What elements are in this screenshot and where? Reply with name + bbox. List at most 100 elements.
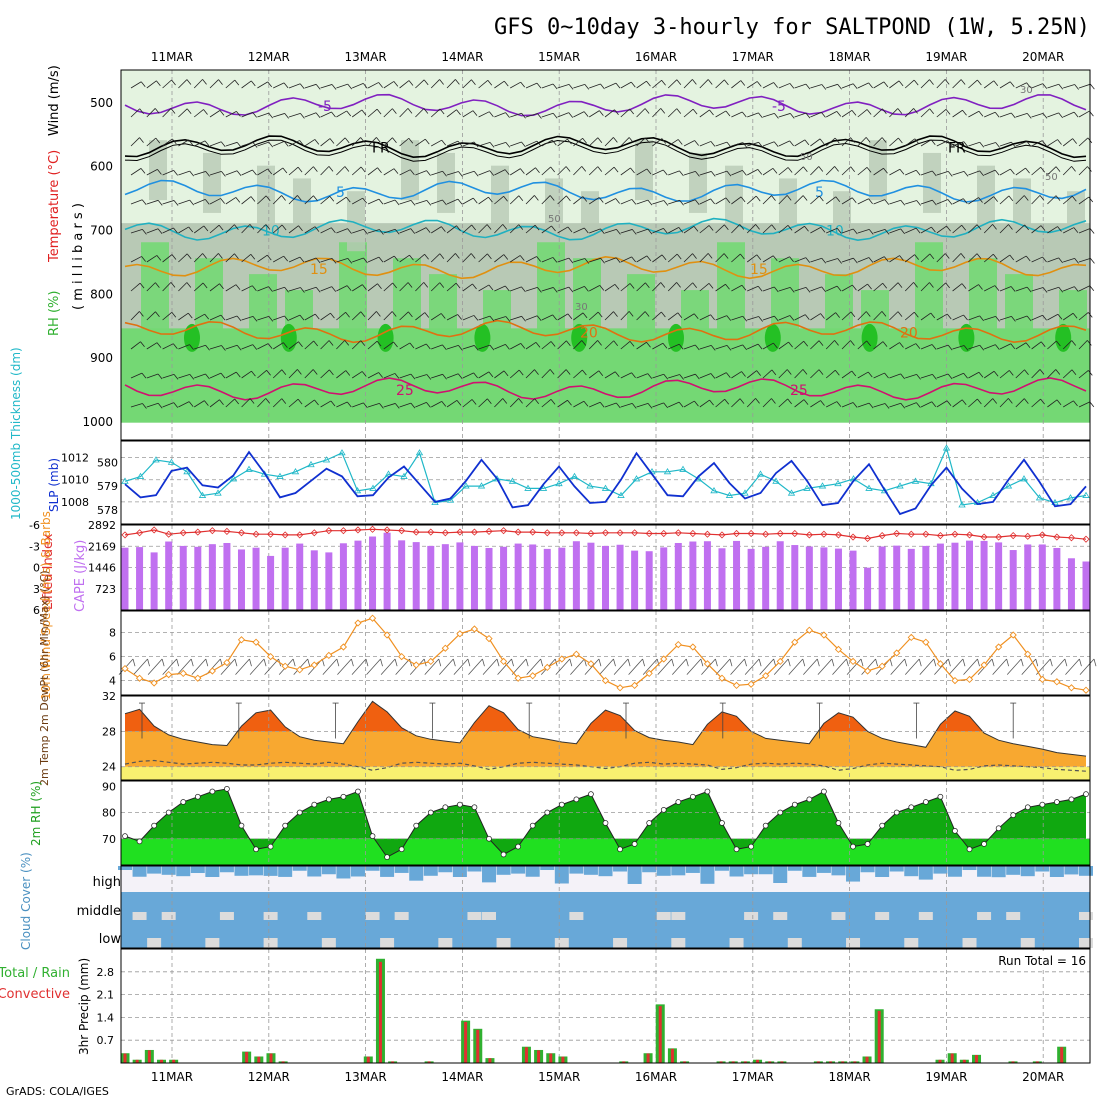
wind-barb-flag — [758, 112, 763, 119]
cape-axis-labels: Lifted Index — [41, 533, 56, 610]
wind-barb-flag — [851, 110, 857, 116]
surface-wind-barb-flag — [787, 658, 791, 667]
isotherm-label: 15 — [310, 262, 328, 278]
wind-barb-flag — [344, 340, 350, 346]
cape-bar — [1009, 550, 1017, 610]
surface-wind-barb-flag — [176, 658, 180, 667]
high-cloud-bar — [147, 866, 162, 874]
wind-barb-flag — [774, 315, 779, 322]
wind-barb — [731, 111, 743, 118]
wind-barb — [984, 111, 996, 118]
precip-convective-bar — [427, 1061, 431, 1063]
wind-barb — [1078, 370, 1089, 379]
isotherm-label: 25 — [790, 383, 808, 399]
wind-barb-flag — [536, 315, 542, 321]
precip-convective-bar — [172, 1059, 176, 1063]
wind-barb-flag — [1057, 139, 1062, 145]
high-cloud-bar — [278, 866, 293, 877]
wind-barb — [920, 401, 932, 408]
surface-wind-barb — [1021, 658, 1037, 675]
wind-barb — [209, 198, 221, 205]
high-cloud-bar — [423, 866, 438, 876]
wind-barb-flag — [473, 372, 478, 379]
lifted-index-point — [121, 531, 129, 539]
wind-barb — [889, 199, 901, 205]
wind-tick-label: 4 — [109, 675, 116, 688]
wind-barb — [762, 255, 774, 263]
wind-barb-flag — [157, 373, 163, 380]
wind-speed-point — [121, 664, 129, 673]
wind-barb-flag — [457, 198, 463, 205]
wind-barb — [336, 340, 346, 350]
wind-barb — [715, 110, 727, 118]
mid-cloud-gap — [132, 912, 147, 920]
cape-bar — [776, 541, 784, 610]
wind-barb — [178, 139, 189, 147]
low-cloud-gap — [1079, 938, 1093, 948]
wind-speed-point — [922, 638, 930, 646]
wind-barb-flag — [442, 199, 447, 206]
wind-barb-flag — [613, 166, 619, 173]
wind-barb-flag — [378, 82, 383, 88]
temperature-panel — [121, 696, 1090, 780]
lifted-index-point — [339, 527, 347, 535]
wind-barb — [904, 254, 915, 263]
high-cloud-bar — [773, 866, 788, 883]
low-cloud-gap — [554, 938, 569, 948]
wind-barb-flag — [597, 166, 603, 172]
wind-speed-point — [732, 681, 741, 690]
thickness-point — [462, 482, 470, 489]
wind-barb-flag — [344, 166, 350, 172]
cape-bar — [980, 540, 988, 610]
wind-barb-flag — [913, 79, 919, 86]
bottom-date-label: 18MAR — [829, 1070, 871, 1084]
cape-bar — [427, 545, 435, 610]
rh-moist-column — [483, 290, 511, 332]
wind-barb-flag — [739, 398, 745, 404]
high-cloud-bar — [1049, 866, 1064, 877]
wind-speed-point — [1082, 686, 1090, 694]
wind-barb-flag — [550, 341, 556, 347]
high-cloud-bar — [802, 866, 817, 877]
wind-barb — [494, 112, 506, 118]
wind-barb — [304, 399, 315, 408]
lifted-index-point — [907, 530, 915, 538]
wind-barb — [652, 373, 664, 379]
wind-barb — [762, 315, 775, 321]
wind-barb-flag — [299, 83, 305, 90]
wind-barb — [636, 228, 649, 234]
wind-barb — [999, 141, 1012, 147]
temperature-frame — [120, 695, 1091, 781]
wind-barb-flag — [220, 372, 226, 379]
wind-barb — [999, 343, 1011, 350]
rh2m-point — [690, 793, 696, 800]
wind-barb-flag — [584, 258, 590, 264]
wind-barb-flag — [914, 254, 919, 260]
wind-barb-flag — [803, 166, 808, 173]
pressure-axis-label-group: ( m i l l i b a r s ) — [71, 203, 86, 310]
surface-wind-barb — [904, 658, 920, 675]
wind-barb-flag — [363, 257, 368, 264]
wind-barb-flag — [803, 399, 809, 405]
wind-barb-flag — [899, 169, 905, 175]
cape-bar — [500, 546, 508, 610]
wind-barb-flag — [410, 402, 416, 409]
rh2m-point — [194, 793, 201, 800]
wind-barb — [241, 111, 253, 118]
wind-barb-flag — [677, 139, 683, 145]
wind-barb — [731, 169, 743, 176]
wind-barb-flag — [439, 253, 445, 259]
wind-barb — [494, 370, 505, 379]
wind-barb-flag — [882, 282, 888, 289]
wind-barb — [557, 399, 568, 408]
precip-tick-label: 2.1 — [97, 989, 115, 1002]
wind-barb-flag — [1071, 166, 1076, 172]
wind-barb-flag — [835, 312, 840, 318]
wind-barb — [415, 170, 427, 176]
wind-barb-flag — [850, 311, 856, 318]
lifted-index-point — [1038, 531, 1046, 539]
mid-cloud-gap — [977, 912, 992, 920]
wind-barb-flag — [189, 374, 195, 380]
lifted-index-point — [980, 533, 988, 541]
cape-bar — [747, 548, 755, 610]
